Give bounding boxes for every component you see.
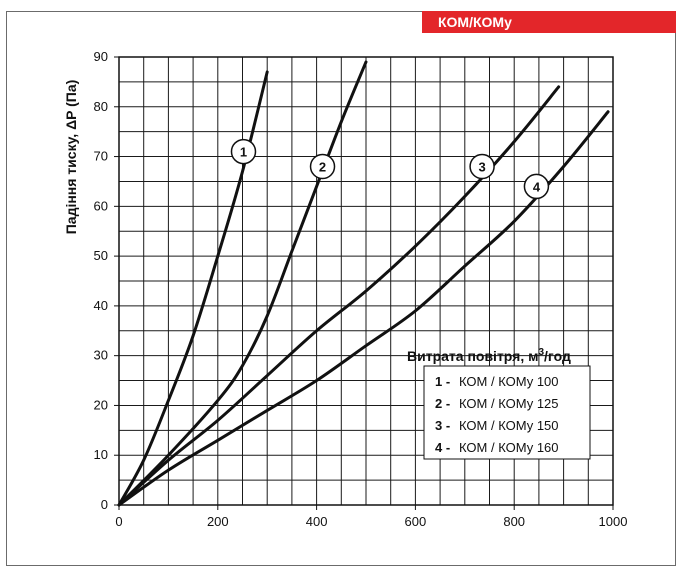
legend-label-1: КОМ / КОМу 100 (459, 374, 559, 389)
y-tick-label: 40 (94, 298, 108, 313)
curve-label-circle-1 (230, 138, 257, 165)
y-tick-label: 30 (94, 348, 108, 363)
legend-items: 1 - КОМ / КОМу 100 2 - КОМ / КОМу 125 3 - КОМ… (435, 374, 559, 455)
product-badge: КОМ/КОМу (422, 11, 676, 33)
curve-label-circle-4 (523, 173, 550, 200)
x-axis-title-main: Витрата повітря, м (407, 348, 538, 364)
x-tick-label: 0 (115, 514, 122, 529)
legend-label-4: КОМ / КОМу 160 (459, 440, 559, 455)
y-axis-title: Падіння тиску, ΔP (Па) (63, 80, 79, 235)
x-axis-title-tail: /год (544, 348, 571, 364)
series-line-1 (117, 70, 269, 507)
x-axis-title: Витрата повітря, м3/год (407, 347, 571, 364)
y-tick-label: 90 (94, 49, 108, 64)
chart-frame (6, 11, 676, 566)
y-tick-label: 80 (94, 99, 108, 114)
legend: 1 - КОМ / КОМу 100 2 - КОМ / КОМу 125 3 - КОМ… (423, 365, 591, 460)
axes: 0 200 400 600 800 1000 0 10 20 30 40 50 60 70 80 90 (94, 49, 628, 529)
series-line-4 (117, 110, 610, 507)
series-line-2 (117, 60, 368, 507)
y-tick-label: 0 (101, 497, 108, 512)
y-tick-label: 50 (94, 248, 108, 263)
curve-label-1: 1 (240, 145, 247, 160)
legend-number-1: 1 - (435, 374, 450, 389)
x-tick-label: 1000 (599, 514, 628, 529)
curve-labels: 1 2 3 4 (230, 138, 550, 200)
y-tick-label: 60 (94, 198, 108, 213)
x-tick-label: 600 (405, 514, 427, 529)
x-tick-label: 200 (207, 514, 229, 529)
curve-label-3: 3 (478, 160, 485, 175)
curve-label-4: 4 (533, 179, 541, 194)
curve-label-circle-3 (469, 153, 495, 180)
legend-number-4: 4 - (435, 440, 450, 455)
legend-label-3: КОМ / КОМу 150 (459, 418, 559, 433)
curve-label-circle-2 (309, 153, 336, 180)
x-axis-title-sup: 3 (538, 347, 544, 358)
y-tick-label: 10 (94, 447, 108, 462)
legend-box (423, 365, 591, 460)
legend-number-3: 3 - (435, 418, 450, 433)
legend-label-2: КОМ / КОМу 125 (459, 396, 559, 411)
legend-number-2: 2 - (435, 396, 450, 411)
y-tick-label: 70 (94, 149, 108, 164)
curve-label-2: 2 (319, 160, 326, 175)
x-tick-label: 800 (503, 514, 525, 529)
x-tick-label: 400 (306, 514, 328, 529)
y-tick-label: 20 (94, 397, 108, 412)
plot-border (118, 56, 614, 506)
